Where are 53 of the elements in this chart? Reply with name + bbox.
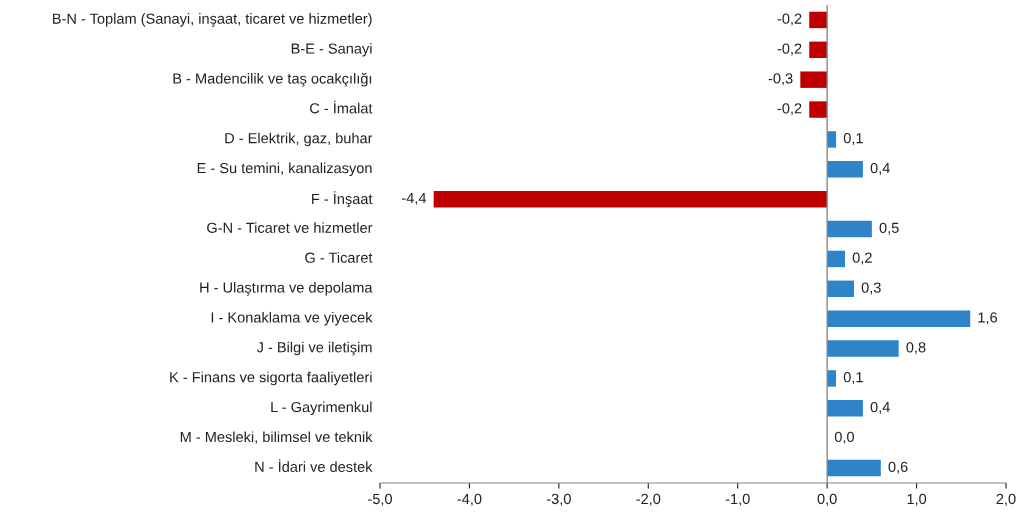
x-tick-label: 2,0: [996, 493, 1016, 506]
y-tick-label: B-N - Toplam (Sanayi, inşaat, ticaret ve hizmetler): [53, 13, 372, 27]
y-tick-label: H - Ulaştırma ve depolama: [200, 281, 373, 296]
data-label: 0,0: [834, 431, 854, 444]
data-label: 1,6: [978, 312, 998, 325]
x-tick-label: -3,0: [546, 493, 571, 506]
data-label: -0,2: [777, 43, 802, 56]
bar: [433, 190, 828, 208]
y-tick-label: C - İmalat: [310, 100, 373, 114]
data-label: 0,1: [843, 133, 863, 146]
bar: [827, 161, 863, 178]
y-tick-label: B-E - Sanayi: [291, 43, 372, 57]
data-label: -4,4: [402, 192, 427, 205]
data-label: -0,2: [777, 103, 802, 116]
bar: [827, 340, 899, 357]
data-label: -0,2: [777, 13, 802, 26]
data-label: 0,1: [843, 372, 863, 385]
y-tick-label: J - Bilgi ve iletişim: [256, 341, 372, 356]
bar: [827, 220, 872, 238]
data-label: 0,4: [870, 401, 890, 414]
y-tick-label: D - Elektrik, gaz, buhar: [225, 132, 373, 147]
x-tick-label: 1,0: [907, 493, 927, 506]
y-tick-label: G-N - Ticaret ve hizmetler: [207, 222, 373, 233]
y-tick-label: I - Konaklama ve yiyecek: [211, 311, 373, 326]
y-tick-label: B - Madencilik ve taş ocakçılığı: [173, 72, 372, 87]
y-tick-label: G - Ticaret: [305, 252, 373, 263]
data-label: 0,4: [870, 162, 890, 175]
data-label: 0,5: [879, 222, 899, 235]
data-label: 0,2: [852, 252, 872, 265]
data-label: -0,3: [768, 73, 793, 86]
y-tick-label: L - Gayrimenkul: [271, 401, 372, 416]
bar: [809, 41, 828, 59]
data-label: 0,3: [861, 282, 881, 295]
bar: [809, 101, 828, 118]
x-tick-label: -4,0: [457, 493, 482, 506]
y-tick-label: M - Mesleki, bilimsel ve teknik: [180, 431, 373, 444]
y-tick-label: E - Su temini, kanalizasyon: [197, 162, 372, 177]
bar: [827, 310, 971, 327]
bar: [809, 11, 828, 29]
bar: [800, 71, 828, 88]
y-tick-label: F - İnşaat: [312, 191, 373, 208]
x-tick-label: -1,0: [725, 493, 750, 506]
y-tick-label: N - İdari ve destek: [255, 459, 373, 472]
data-label: 0,6: [888, 461, 908, 474]
x-tick-label: -2,0: [636, 493, 661, 506]
x-tick-label: -5,0: [368, 493, 392, 506]
bar: [827, 280, 854, 298]
y-tick-label: K - Finans ve sigorta faaliyetleri: [170, 371, 372, 386]
x-tick-label: 0,0: [817, 493, 837, 506]
bar: [827, 250, 846, 268]
data-label: 0,8: [906, 342, 926, 355]
bar: [827, 400, 863, 417]
bar: [827, 459, 881, 477]
